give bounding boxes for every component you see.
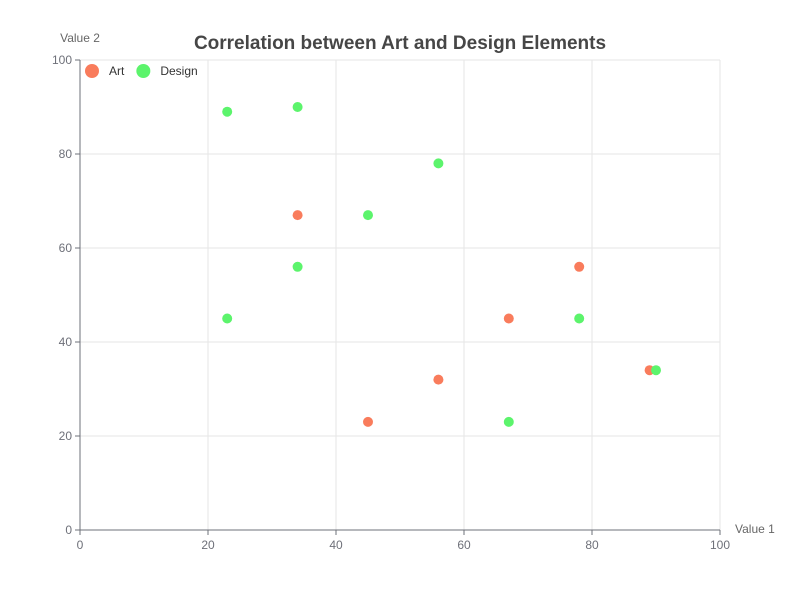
chart-title: Correlation between Art and Design Eleme…	[194, 33, 606, 54]
y-tick-label: 80	[59, 147, 73, 161]
grid	[80, 59, 721, 530]
legend-marker-art	[85, 64, 99, 78]
x-tick-label: 40	[329, 538, 343, 552]
x-axis-label: Value 1	[735, 522, 775, 536]
design-point[interactable]	[433, 158, 444, 169]
x-tick-label: 100	[710, 538, 730, 552]
design-point[interactable]	[222, 313, 233, 324]
data-points	[222, 102, 661, 427]
legend: Art Design	[85, 64, 198, 78]
design-point[interactable]	[222, 106, 233, 117]
y-tick-label: 0	[65, 523, 72, 537]
art-point[interactable]	[503, 313, 514, 324]
art-point[interactable]	[433, 374, 444, 385]
legend-item-art[interactable]: Art	[85, 64, 125, 78]
design-point[interactable]	[574, 313, 585, 324]
y-tick-label: 60	[59, 241, 73, 255]
design-point[interactable]	[292, 261, 303, 272]
art-point[interactable]	[363, 416, 373, 427]
x-tick-label: 80	[585, 538, 599, 552]
art-point[interactable]	[292, 210, 303, 221]
design-point[interactable]	[503, 416, 514, 427]
legend-marker-design	[136, 64, 151, 78]
y-tick-label: 100	[52, 53, 72, 67]
design-point[interactable]	[651, 365, 661, 376]
x-tick-label: 0	[77, 538, 84, 552]
x-tick-label: 60	[457, 538, 471, 552]
y-axis-label: Value 2	[60, 31, 100, 45]
design-point[interactable]	[363, 210, 373, 221]
axes: 0 20 40 60 80 100 0 20 40 60 80 100	[52, 53, 730, 552]
y-tick-label: 20	[59, 429, 73, 443]
legend-label-design: Design	[160, 64, 197, 78]
art-point[interactable]	[574, 261, 585, 272]
y-tick-label: 40	[59, 335, 73, 349]
x-tick-label: 20	[201, 538, 215, 552]
legend-label-art: Art	[109, 64, 125, 78]
design-point[interactable]	[292, 102, 303, 112]
legend-item-design[interactable]: Design	[136, 64, 198, 78]
